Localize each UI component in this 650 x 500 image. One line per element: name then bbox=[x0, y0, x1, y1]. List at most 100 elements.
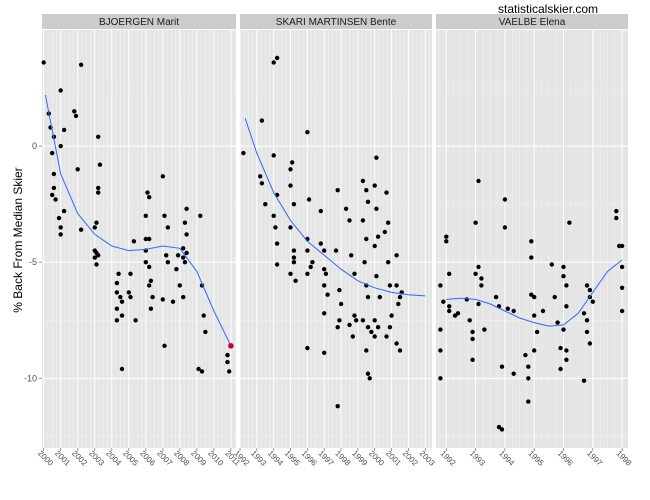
data-point bbox=[584, 329, 590, 335]
data-point bbox=[534, 329, 540, 335]
data-point bbox=[58, 225, 63, 230]
data-point bbox=[92, 225, 98, 230]
data-point bbox=[227, 369, 232, 374]
data-point bbox=[162, 343, 167, 348]
data-point bbox=[496, 424, 502, 430]
data-point bbox=[114, 290, 120, 295]
data-point bbox=[364, 348, 369, 353]
x-tick-label: 1994 bbox=[266, 449, 285, 468]
data-point bbox=[387, 283, 393, 288]
data-point bbox=[96, 190, 101, 195]
data-point bbox=[444, 234, 449, 239]
data-point bbox=[322, 283, 327, 288]
data-point bbox=[274, 241, 280, 246]
data-point bbox=[97, 162, 103, 167]
data-point bbox=[343, 206, 349, 211]
data-point bbox=[143, 260, 148, 265]
data-point bbox=[184, 232, 189, 237]
panel-1: BJOERGEN Marit20002001200220032004200520… bbox=[36, 14, 242, 468]
x-tick-label: 2008 bbox=[172, 449, 191, 468]
data-point bbox=[493, 294, 499, 300]
data-point bbox=[51, 171, 57, 177]
data-point bbox=[523, 352, 528, 358]
x-tick-label: 1994 bbox=[497, 449, 516, 468]
x-tick-label: 1993 bbox=[468, 449, 487, 468]
data-point bbox=[175, 253, 181, 258]
data-point bbox=[367, 376, 372, 381]
data-point bbox=[561, 274, 566, 279]
data-point bbox=[147, 236, 152, 242]
data-point bbox=[549, 262, 554, 267]
data-point bbox=[274, 262, 280, 267]
data-point bbox=[552, 294, 557, 300]
data-point bbox=[505, 306, 510, 311]
data-point bbox=[438, 376, 443, 381]
data-point bbox=[476, 178, 481, 184]
data-point bbox=[291, 248, 297, 253]
panel-3: VAELBE Elena 1992 1993 1994 1995 1996 1997 1998 bbox=[436, 14, 634, 468]
x-tick-label: 2003 bbox=[418, 449, 437, 468]
data-point bbox=[540, 308, 546, 314]
data-point bbox=[584, 283, 590, 288]
data-point bbox=[444, 239, 449, 244]
x-tick-label: 2001 bbox=[53, 449, 72, 468]
smooth-line bbox=[446, 259, 623, 327]
data-point bbox=[372, 243, 377, 249]
data-point bbox=[199, 369, 205, 374]
data-point bbox=[274, 55, 280, 61]
data-point bbox=[532, 294, 537, 300]
data-point bbox=[529, 239, 534, 244]
x-tick-label: 2005 bbox=[121, 449, 140, 468]
data-point bbox=[96, 185, 101, 191]
y-tick-label: 0 bbox=[32, 141, 37, 151]
data-point bbox=[114, 318, 120, 323]
data-point bbox=[184, 250, 189, 256]
data-point bbox=[335, 188, 340, 193]
data-point bbox=[51, 185, 57, 191]
data-point bbox=[347, 218, 352, 223]
data-point bbox=[394, 253, 399, 258]
data-point bbox=[322, 248, 327, 253]
data-point bbox=[587, 341, 593, 346]
data-point bbox=[318, 241, 323, 246]
data-point bbox=[467, 318, 472, 323]
data-point bbox=[94, 262, 99, 267]
data-point bbox=[259, 181, 265, 186]
data-point bbox=[181, 294, 186, 300]
data-point bbox=[360, 318, 366, 323]
data-point bbox=[96, 134, 101, 139]
data-point bbox=[360, 178, 366, 184]
x-tick-label: 2010 bbox=[206, 449, 225, 468]
data-point bbox=[94, 220, 99, 225]
data-point bbox=[259, 118, 265, 123]
data-point bbox=[288, 167, 293, 172]
data-point bbox=[337, 287, 342, 293]
x-tick-label: 1993 bbox=[249, 449, 268, 468]
data-point bbox=[564, 348, 569, 353]
data-point bbox=[291, 260, 297, 265]
data-point bbox=[150, 294, 155, 300]
data-point bbox=[177, 283, 182, 288]
data-point bbox=[354, 318, 359, 323]
data-point bbox=[335, 325, 340, 330]
data-point bbox=[162, 213, 167, 218]
data-point bbox=[322, 311, 327, 316]
data-point bbox=[164, 253, 169, 258]
data-point bbox=[53, 197, 58, 202]
data-point bbox=[447, 304, 452, 309]
data-point bbox=[372, 334, 377, 339]
data-point bbox=[386, 220, 391, 225]
data-point bbox=[364, 188, 369, 193]
data-point bbox=[369, 329, 374, 335]
x-tick-label: 1995 bbox=[526, 449, 545, 468]
data-point bbox=[131, 239, 137, 244]
data-point bbox=[305, 271, 310, 276]
data-point bbox=[397, 294, 403, 300]
data-point bbox=[271, 213, 276, 218]
data-point bbox=[310, 260, 315, 265]
data-point bbox=[447, 271, 452, 276]
watermark-text: statisticalskier.com bbox=[498, 2, 599, 16]
data-point bbox=[50, 150, 55, 156]
data-point bbox=[619, 243, 625, 249]
data-point bbox=[271, 60, 276, 65]
